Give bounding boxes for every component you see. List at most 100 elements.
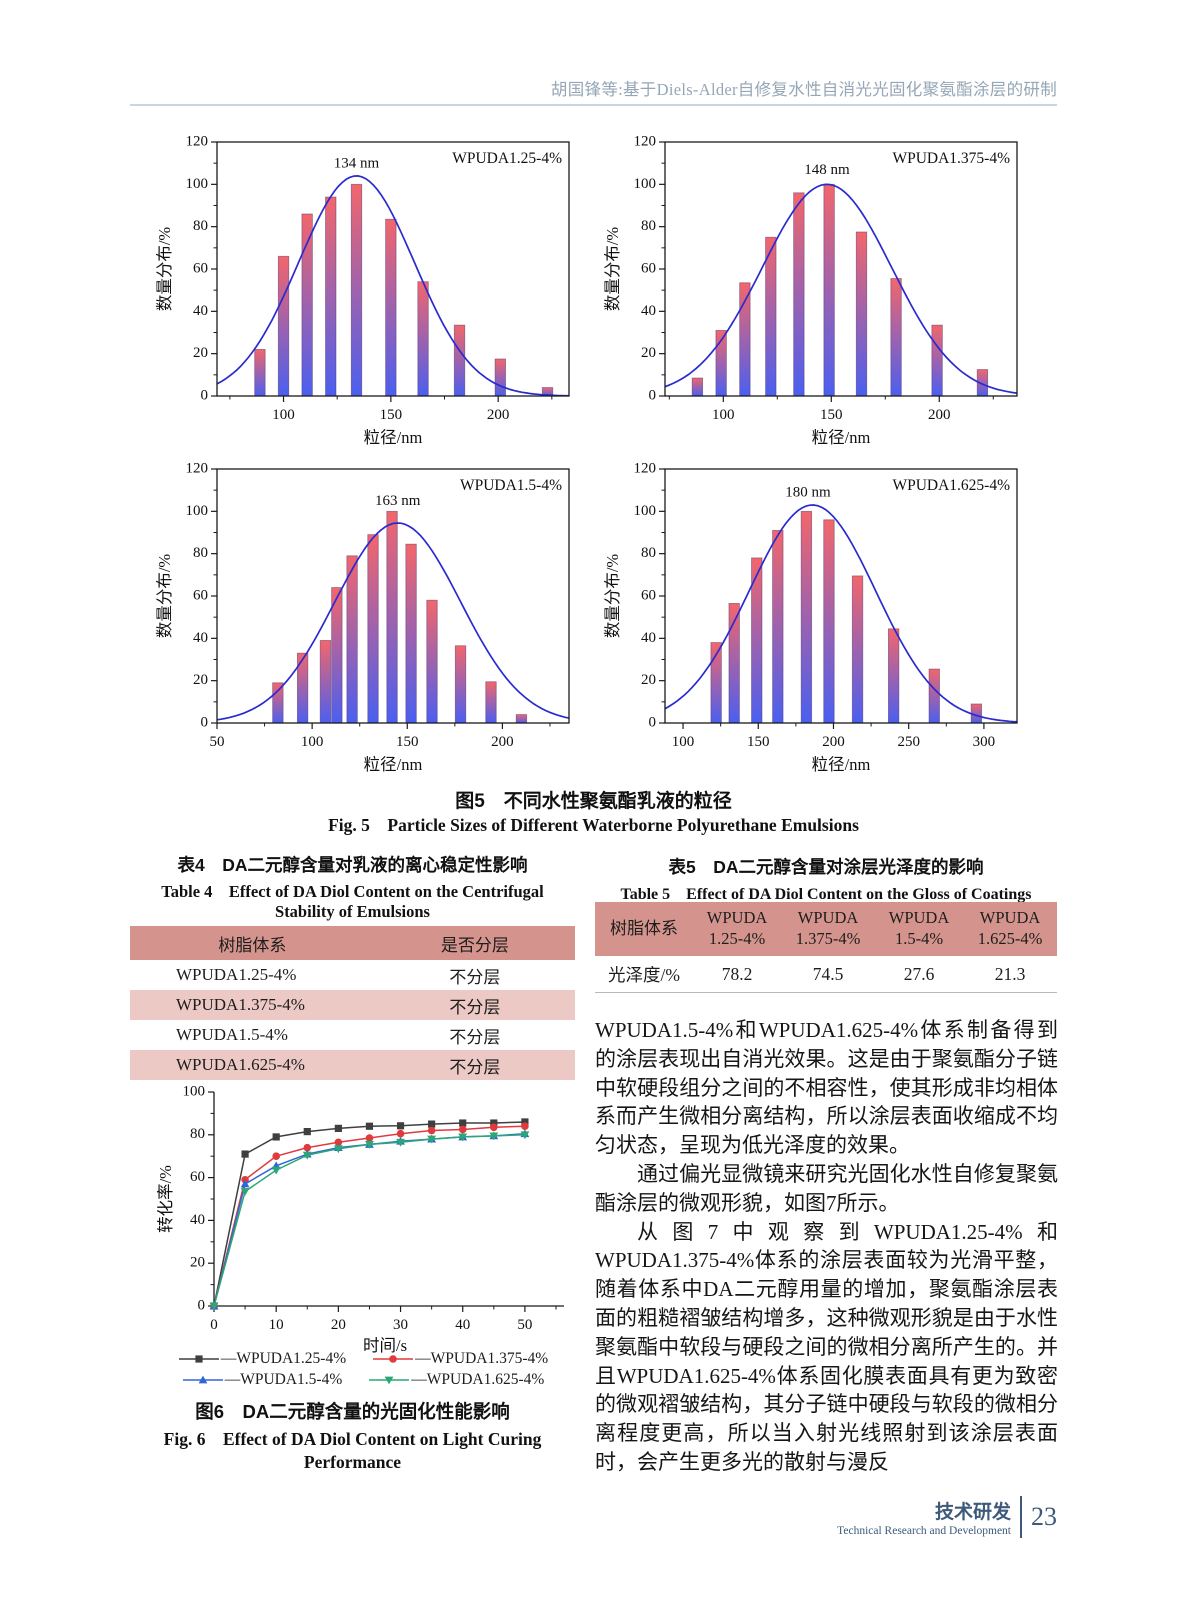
svg-text:30: 30: [393, 1317, 408, 1333]
svg-text:80: 80: [190, 1126, 205, 1142]
svg-text:60: 60: [641, 260, 656, 276]
table5-row-label: 光泽度/%: [595, 956, 693, 993]
svg-text:10: 10: [269, 1317, 284, 1333]
svg-text:100: 100: [672, 734, 695, 750]
svg-text:WPUDA1.375-4%: WPUDA1.375-4%: [892, 150, 1010, 167]
table5-title-cn: 表5 DA二元醇含量对涂层光泽度的影响: [668, 857, 984, 877]
footer-section-en: Technical Research and Development: [837, 1525, 1011, 1537]
svg-text:40: 40: [455, 1317, 470, 1333]
table4-title-en-line1: Table 4 Effect of DA Diol Content on the…: [161, 882, 544, 901]
svg-text:0: 0: [201, 387, 209, 403]
svg-text:60: 60: [190, 1169, 205, 1185]
triangle-up-legend-marker-icon: [182, 1375, 223, 1384]
table-row: WPUDA1.5-4% 不分层: [130, 1020, 575, 1050]
svg-text:粒径/nm: 粒径/nm: [812, 755, 871, 774]
svg-text:数量分布/%: 数量分布/%: [155, 554, 174, 639]
triangle-down-legend-marker-icon: [369, 1376, 410, 1385]
circle-legend-marker-icon: [373, 1355, 414, 1363]
svg-text:100: 100: [183, 1083, 206, 1099]
svg-text:100: 100: [272, 407, 295, 423]
svg-text:20: 20: [331, 1317, 346, 1333]
svg-text:200: 200: [822, 734, 845, 750]
fig5-caption-en: Fig. 5 Particle Sizes of Different Water…: [328, 815, 859, 835]
svg-text:转化率/%: 转化率/%: [156, 1165, 175, 1233]
table4-cell: WPUDA1.5-4%: [176, 1025, 288, 1044]
fig5-histogram-wpuda1-25: 0 20 40 60 80 100 120 100 150 200 粒径/nm 数量分布/% WPUDA…: [155, 133, 570, 447]
svg-text:0: 0: [649, 387, 657, 403]
table4-title-cn: 表4 DA二元醇含量对乳液的离心稳定性影响: [177, 855, 528, 875]
svg-text:WPUDA1.5-4%: WPUDA1.5-4%: [460, 477, 562, 494]
svg-text:时间/s: 时间/s: [363, 1336, 407, 1355]
svg-text:80: 80: [193, 545, 208, 561]
paragraph: WPUDA1.5-4%和WPUDA1.625-4%体系制备得到的涂层表现出自消光…: [595, 1018, 1058, 1158]
table-row: WPUDA1.375-4% 不分层: [130, 990, 575, 1020]
table4-cell: WPUDA1.25-4%: [176, 965, 297, 984]
svg-text:100: 100: [186, 503, 209, 519]
svg-text:100: 100: [186, 176, 209, 192]
legend-item: —WPUDA1.375-4%: [372, 1350, 548, 1368]
legend-label: —WPUDA1.25-4%: [220, 1350, 347, 1367]
table4-cell: WPUDA1.625-4%: [176, 1055, 305, 1074]
table4-header-delamination: 是否分层: [374, 926, 575, 960]
svg-text:20: 20: [193, 345, 208, 361]
svg-text:80: 80: [193, 218, 208, 234]
svg-text:100: 100: [712, 407, 735, 423]
svg-text:60: 60: [193, 260, 208, 276]
fig5-histogram-wpuda1-5: 0 20 40 60 80 100 120 50 100 150 200 粒径/nm 数量分布/% WPU…: [155, 460, 570, 774]
svg-text:120: 120: [186, 460, 209, 476]
svg-text:20: 20: [190, 1255, 205, 1271]
table4-cell: 不分层: [449, 1057, 501, 1077]
svg-text:粒径/nm: 粒径/nm: [812, 428, 871, 447]
legend-label: —WPUDA1.625-4%: [411, 1371, 545, 1388]
table5-value: 78.2: [693, 956, 782, 993]
svg-text:0: 0: [649, 714, 657, 730]
table5-header-row: 树脂体系 WPUDA 1.25-4% WPUDA 1.375-4% WPUDA …: [595, 902, 1057, 956]
footer-section: 技术研发 Technical Research and Development: [837, 1497, 1011, 1537]
svg-text:100: 100: [301, 734, 324, 750]
table5-title-en: Table 5 Effect of DA Diol Content on the…: [620, 886, 1032, 903]
table4-header-row: 树脂体系 是否分层: [130, 926, 575, 960]
table4-header-resin: 树脂体系: [130, 926, 375, 960]
svg-text:60: 60: [193, 587, 208, 603]
fig5-histogram-wpuda1-625: 0 20 40 60 80 100 120 100 150 200 250 300 粒径/nm 数量分布/…: [603, 460, 1018, 774]
svg-text:120: 120: [634, 460, 657, 476]
svg-text:40: 40: [190, 1212, 205, 1228]
fig6-caption-en-line1: Fig. 6 Effect of DA Diol Content on Ligh…: [163, 1429, 542, 1449]
page-footer: 技术研发 Technical Research and Development …: [837, 1496, 1057, 1538]
table5-value: 74.5: [781, 956, 875, 993]
table-row: WPUDA1.625-4% 不分层: [130, 1050, 575, 1080]
fig6-caption-cn: 图6 DA二元醇含量的光固化性能影响: [195, 1401, 510, 1422]
svg-text:20: 20: [641, 345, 656, 361]
svg-text:40: 40: [193, 630, 208, 646]
table5-value: 27.6: [874, 956, 964, 993]
svg-text:163 nm: 163 nm: [375, 493, 421, 509]
svg-text:134 nm: 134 nm: [334, 155, 380, 171]
svg-text:粒径/nm: 粒径/nm: [364, 755, 423, 774]
svg-text:120: 120: [186, 133, 209, 149]
svg-text:200: 200: [928, 407, 951, 423]
table5-header-col: WPUDA 1.5-4%: [874, 902, 964, 956]
svg-text:60: 60: [641, 587, 656, 603]
svg-text:150: 150: [380, 407, 403, 423]
fig5-histogram-wpuda1-375: 0 20 40 60 80 100 120 100 150 200 粒径/nm 数量分布/% WPUDA…: [603, 133, 1018, 447]
table-row: WPUDA1.25-4% 不分层: [130, 960, 575, 990]
fig6-line-chart: 0 20 40 60 80 100 0 10 20 30 40 50 时间/s 转化率/%: [156, 1083, 564, 1355]
fig6-legend: —WPUDA1.25-4% —WPUDA1.375-4% —WPUDA1.5-4% —…: [148, 1350, 578, 1389]
svg-text:数量分布/%: 数量分布/%: [603, 554, 622, 639]
legend-label: —WPUDA1.5-4%: [224, 1371, 343, 1388]
svg-text:0: 0: [201, 714, 209, 730]
table4-cell: 不分层: [449, 967, 501, 987]
table5-header-col: WPUDA 1.375-4%: [781, 902, 875, 956]
svg-text:100: 100: [634, 176, 657, 192]
svg-text:150: 150: [820, 407, 843, 423]
svg-text:数量分布/%: 数量分布/%: [155, 227, 174, 312]
svg-text:300: 300: [973, 734, 996, 750]
footer-divider: [1020, 1496, 1022, 1538]
svg-text:180 nm: 180 nm: [785, 485, 831, 501]
table4-cell: WPUDA1.375-4%: [176, 995, 305, 1014]
svg-text:WPUDA1.625-4%: WPUDA1.625-4%: [892, 477, 1010, 494]
footer-section-cn: 技术研发: [934, 1502, 1011, 1523]
table4: 树脂体系 是否分层 WPUDA1.25-4% 不分层 WPUDA1.375-4%…: [130, 926, 575, 1080]
svg-text:WPUDA1.25-4%: WPUDA1.25-4%: [452, 150, 562, 167]
